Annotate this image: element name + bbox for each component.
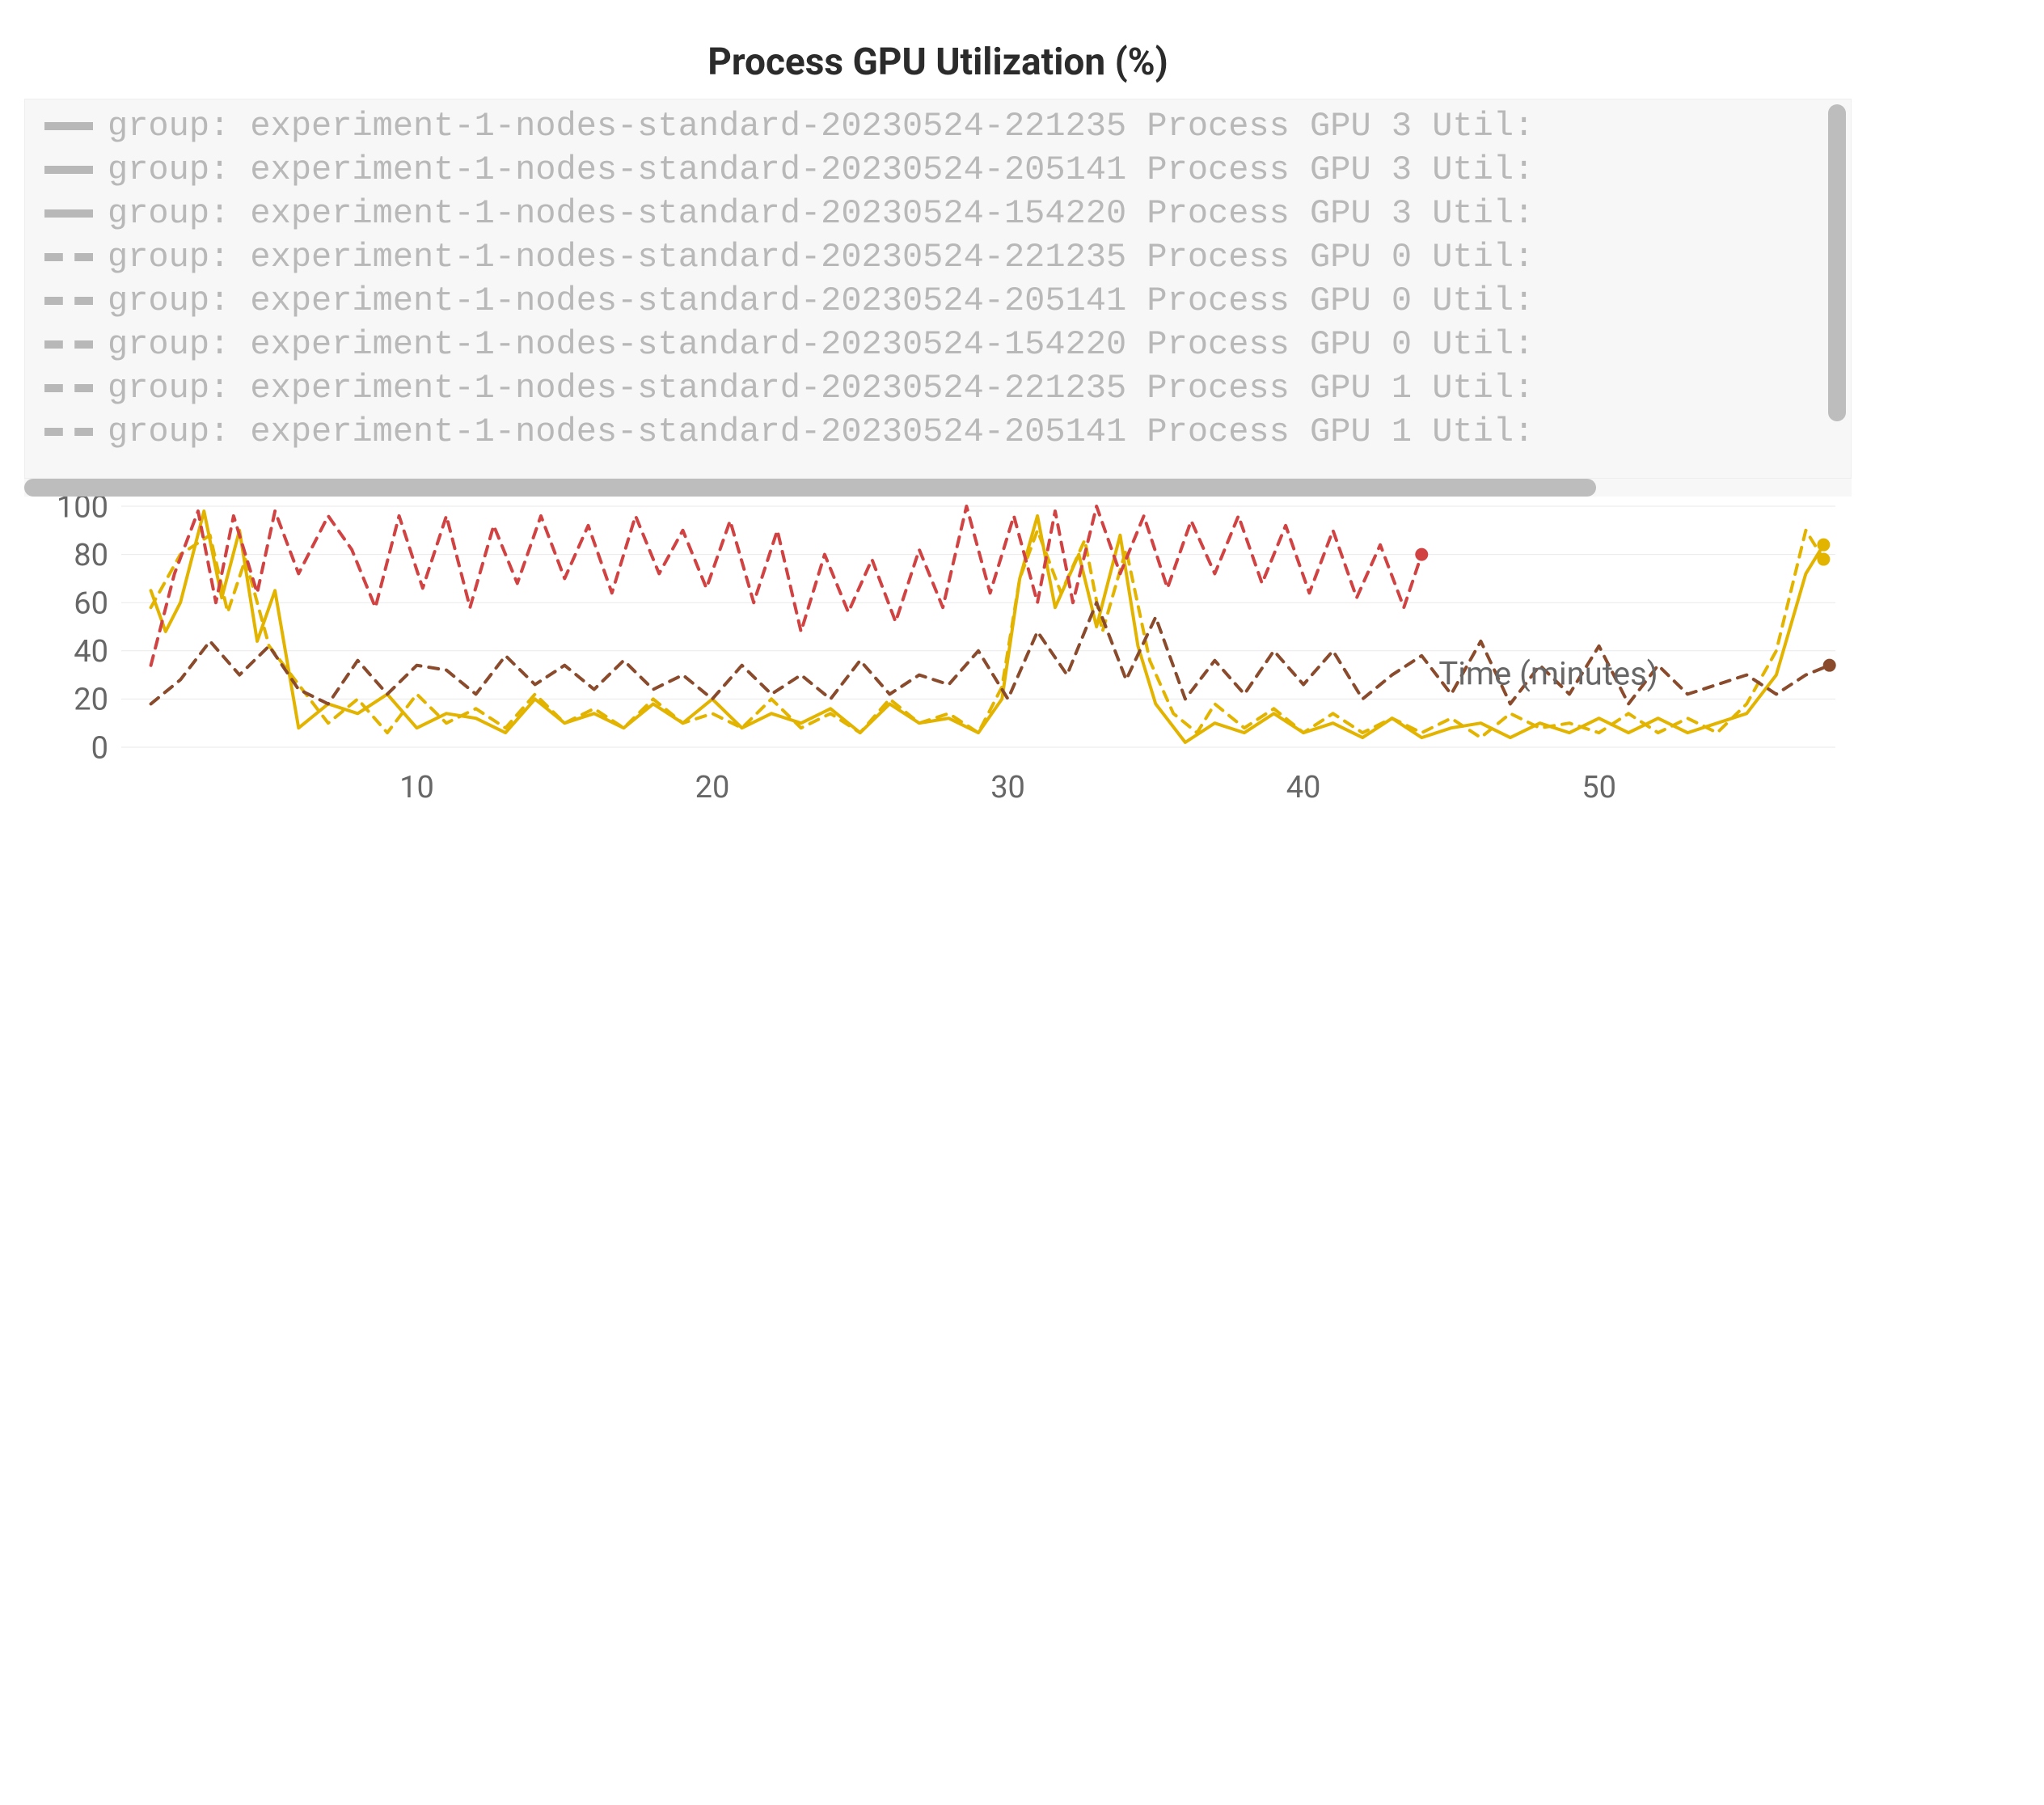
gpu-utilization-panel: Process GPU Utilization (%) group: exper…	[24, 24, 1852, 812]
legend-vertical-scrollbar[interactable]	[1828, 104, 1846, 421]
series-end-marker	[1823, 659, 1836, 672]
y-axis-tick-label: 20	[74, 683, 108, 718]
series-line[interactable]	[151, 531, 1824, 738]
x-axis-label: Time (minutes)	[1438, 655, 1658, 693]
legend-item-label: group: experiment-1-nodes-standard-20230…	[108, 328, 1534, 361]
legend: group: experiment-1-nodes-standard-20230…	[24, 99, 1852, 479]
legend-horizontal-scrollbar-track[interactable]	[24, 479, 1852, 497]
legend-swatch-icon	[44, 208, 93, 219]
legend-swatch-icon	[44, 120, 93, 132]
series-line[interactable]	[151, 511, 1824, 742]
legend-swatch-icon	[44, 426, 93, 438]
legend-item[interactable]: group: experiment-1-nodes-standard-20230…	[44, 323, 1851, 366]
y-axis-tick-label: 0	[91, 730, 108, 766]
legend-horizontal-scrollbar-thumb[interactable]	[24, 479, 1596, 497]
legend-item[interactable]: group: experiment-1-nodes-standard-20230…	[44, 366, 1851, 410]
series-end-marker	[1817, 553, 1830, 566]
legend-swatch-icon	[44, 383, 93, 394]
legend-item-label: group: experiment-1-nodes-standard-20230…	[108, 153, 1534, 187]
series-end-marker	[1817, 539, 1830, 552]
y-axis-tick-label: 40	[74, 634, 108, 670]
x-axis-tick-label: 20	[695, 770, 730, 805]
legend-item[interactable]: group: experiment-1-nodes-standard-20230…	[44, 235, 1851, 279]
legend-item[interactable]: group: experiment-1-nodes-standard-20230…	[44, 148, 1851, 192]
chart-plot-area[interactable]: 0 20 40 60 80 100 10 20 30 40 50 Time (minutes)	[24, 497, 1852, 812]
line-chart[interactable]: 0 20 40 60 80 100 10 20 30 40 50 Time (minutes)	[24, 497, 1852, 812]
y-axis-tick-label: 80	[74, 538, 108, 573]
legend-item[interactable]: group: experiment-1-nodes-standard-20230…	[44, 279, 1851, 323]
legend-swatch-icon	[44, 339, 93, 350]
legend-item-label: group: experiment-1-nodes-standard-20230…	[108, 240, 1534, 274]
legend-swatch-icon	[44, 252, 93, 263]
legend-item[interactable]: group: experiment-1-nodes-standard-20230…	[44, 192, 1851, 235]
x-axis-tick-label: 30	[990, 770, 1025, 805]
series-end-marker	[1415, 548, 1428, 561]
x-axis-tick-label: 10	[399, 770, 434, 805]
legend-swatch-icon	[44, 164, 93, 175]
legend-item-label: group: experiment-1-nodes-standard-20230…	[108, 109, 1534, 143]
y-axis-tick-label: 60	[74, 586, 108, 622]
series-line[interactable]	[151, 506, 1422, 666]
legend-item[interactable]: group: experiment-1-nodes-standard-20230…	[44, 410, 1851, 454]
legend-item[interactable]: group: experiment-1-nodes-standard-20230…	[44, 104, 1851, 148]
legend-item-label: group: experiment-1-nodes-standard-20230…	[108, 371, 1534, 405]
x-axis-tick-label: 40	[1286, 770, 1321, 805]
y-axis-tick-label: 100	[57, 497, 108, 525]
legend-item-label: group: experiment-1-nodes-standard-20230…	[108, 197, 1534, 230]
legend-swatch-icon	[44, 295, 93, 306]
x-axis-tick-label: 50	[1582, 770, 1616, 805]
chart-title: Process GPU Utilization (%)	[24, 40, 1852, 84]
legend-item-label: group: experiment-1-nodes-standard-20230…	[108, 284, 1534, 318]
legend-item-label: group: experiment-1-nodes-standard-20230…	[108, 415, 1534, 449]
